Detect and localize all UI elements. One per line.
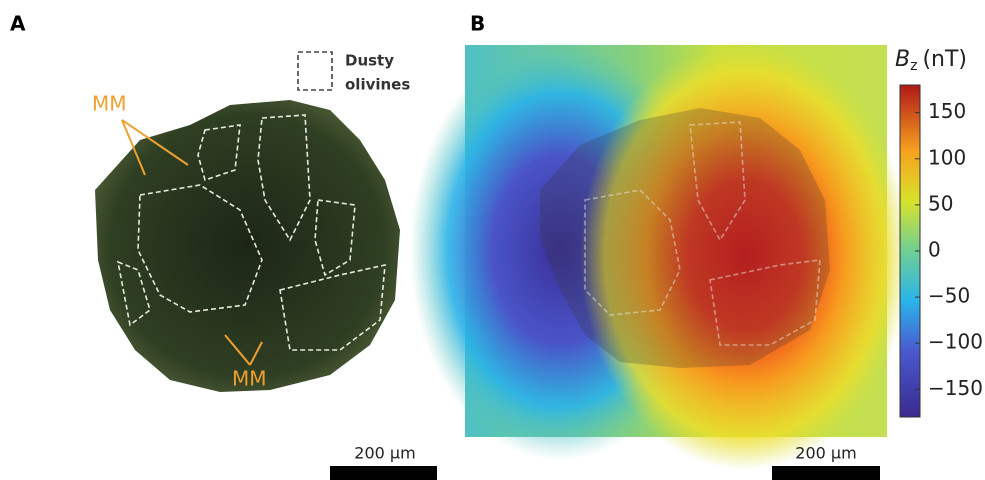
field-map — [410, 40, 910, 470]
colorbar-tick-label: −150 — [928, 376, 983, 400]
symbol: B — [895, 47, 910, 72]
legend-text: Dusty — [345, 52, 394, 70]
annotation: MM — [232, 367, 267, 391]
legend-text: olivines — [345, 76, 410, 94]
sample-image — [95, 100, 400, 392]
scale-bar-label: 200 µm — [354, 444, 415, 463]
panel-label: A — [10, 12, 26, 36]
colorbar-ticks: 150 100 50 0 −50 −100 −150 — [915, 99, 983, 400]
colorbar-title: Bz (nT) — [895, 47, 967, 74]
colorbar-tick-label: −100 — [928, 330, 983, 354]
colorbar-tick-label: 50 — [928, 191, 953, 215]
figure: A Dusty olivines MM MM 200 µm B Bz (nT) 1… — [0, 0, 985, 480]
colorbar-tick-label: 150 — [928, 99, 966, 123]
panel-label: B — [470, 12, 485, 36]
scale-bar — [330, 466, 437, 480]
colorbar-tick-label: 0 — [928, 238, 941, 262]
unit: (nT) — [922, 47, 967, 72]
colorbar-tick-label: 100 — [928, 145, 966, 169]
colorbar-tick-label: −50 — [928, 284, 970, 308]
scale-bar — [772, 466, 880, 480]
legend-symbol — [298, 52, 332, 90]
annotation: MM — [92, 92, 127, 116]
scale-bar-label: 200 µm — [795, 444, 856, 463]
subscript: z — [910, 58, 917, 74]
